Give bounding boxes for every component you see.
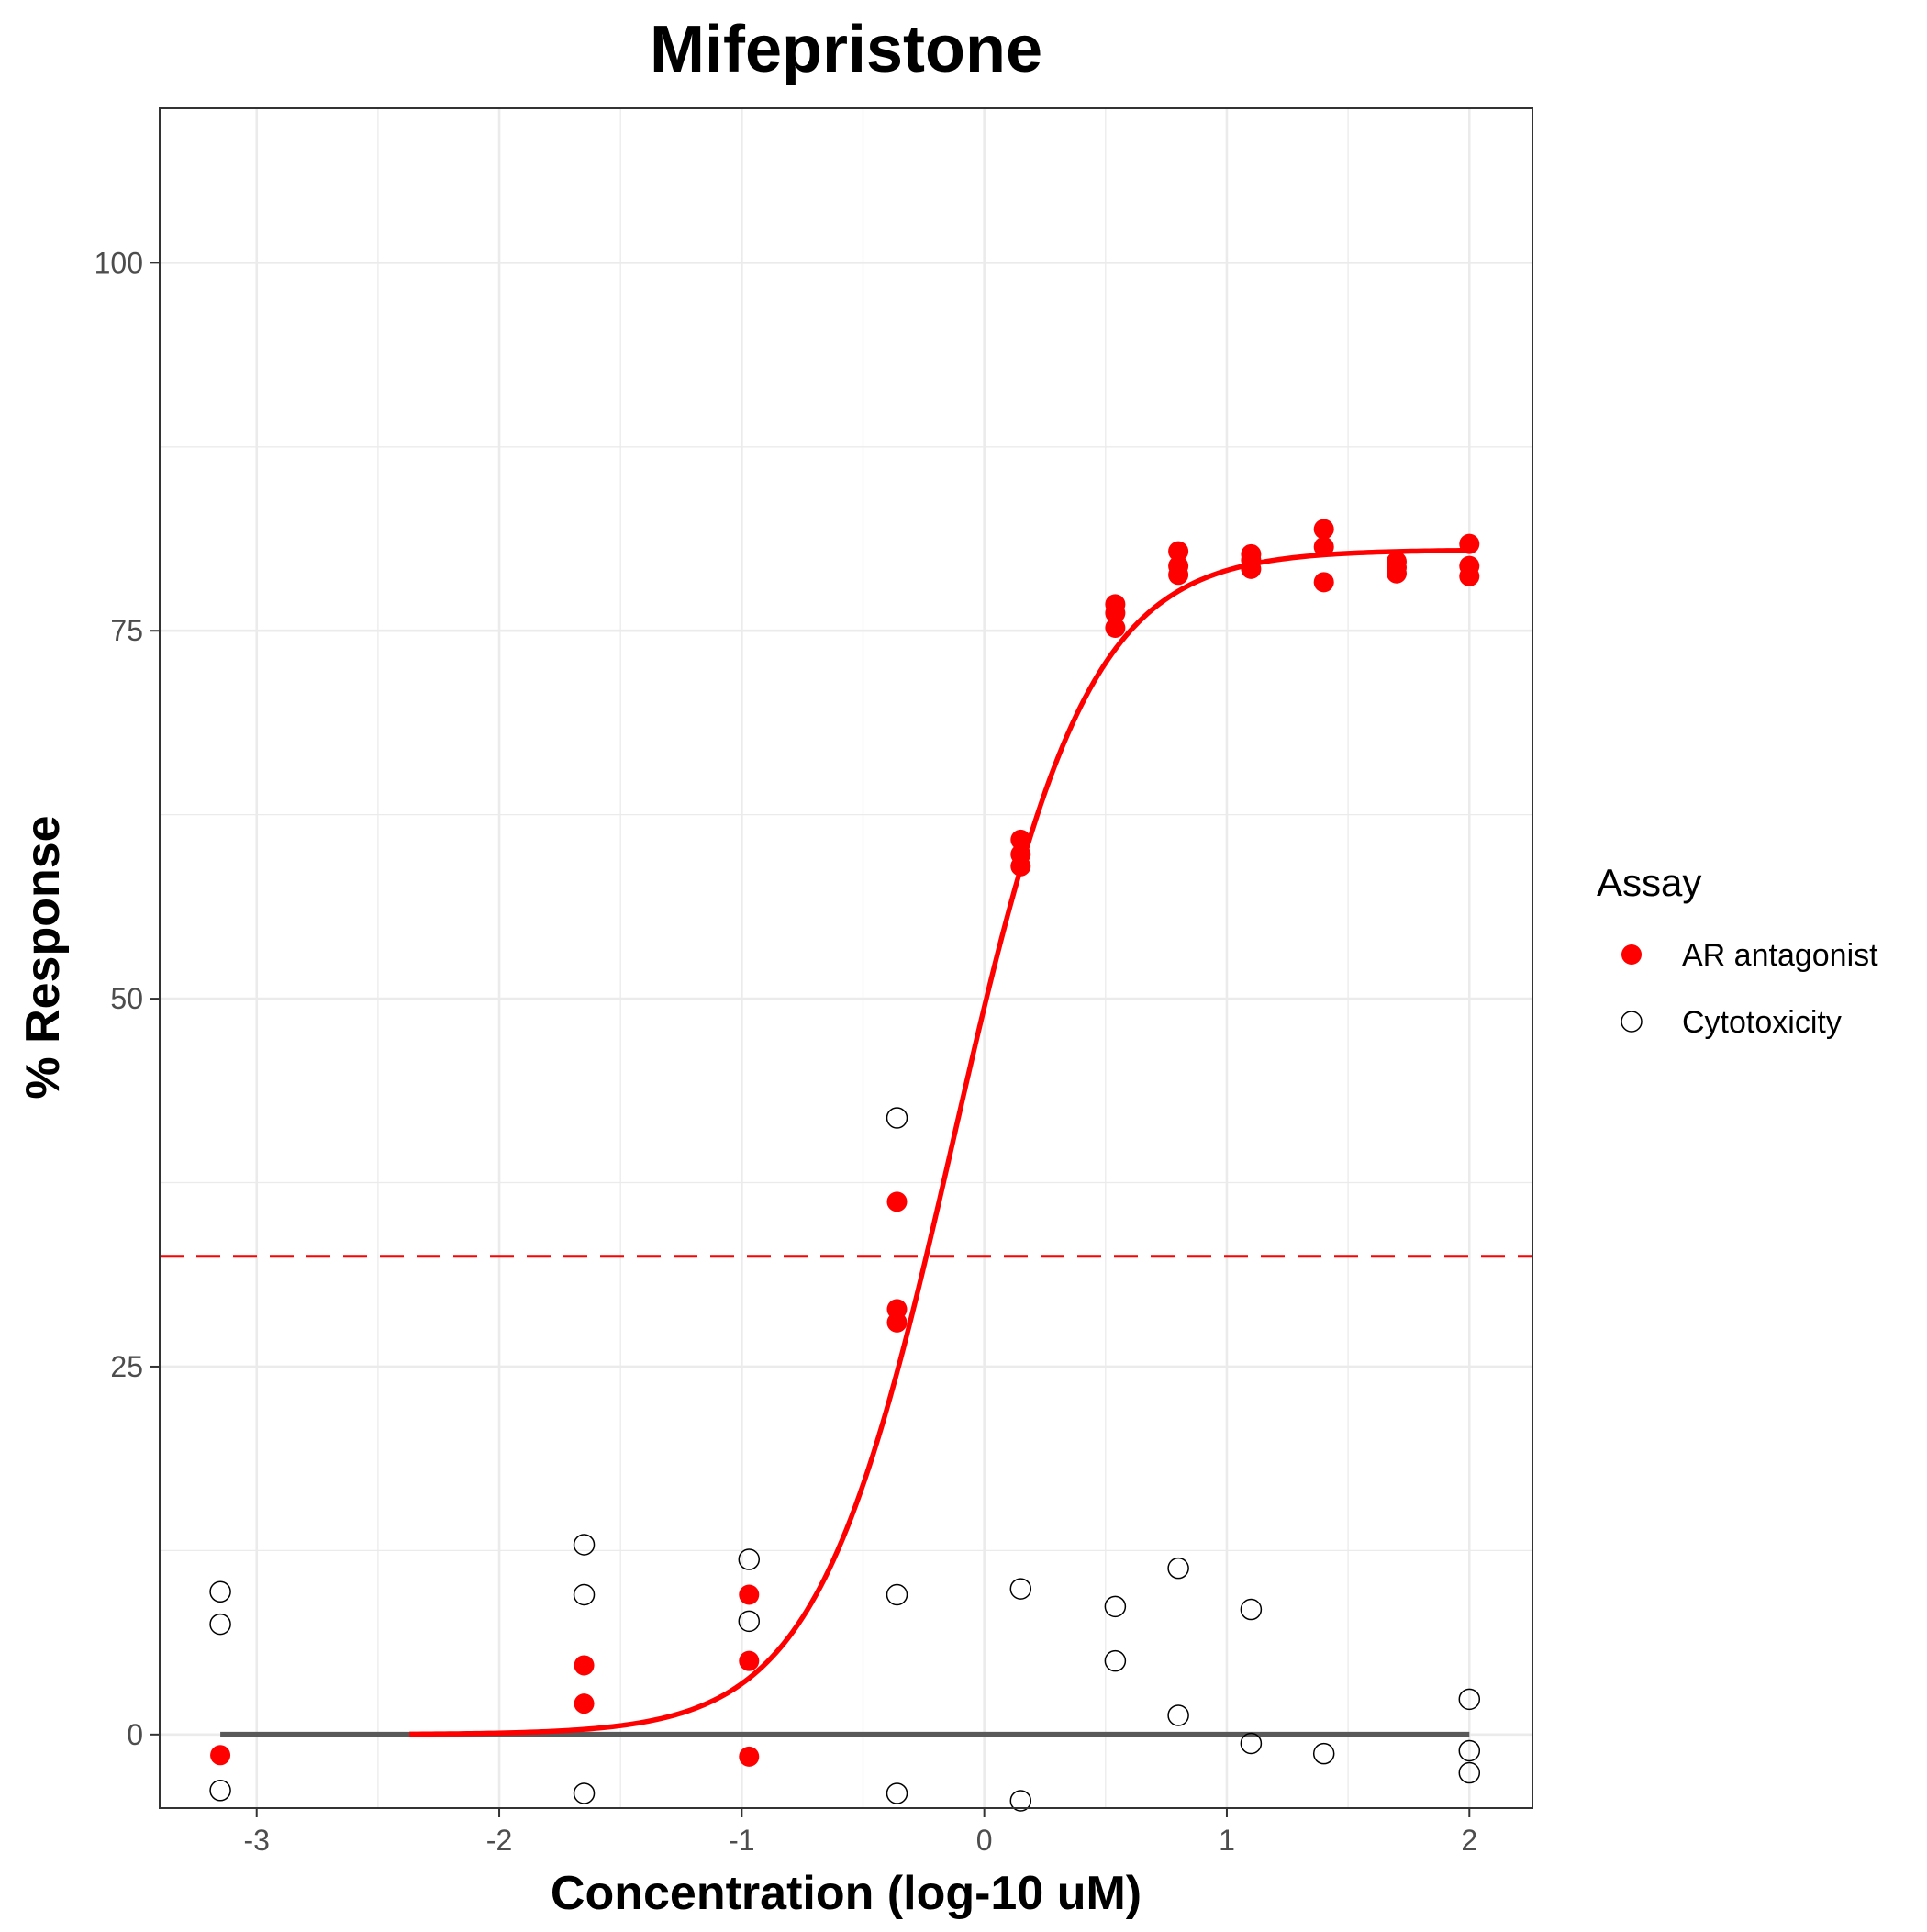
y-tick-label: 100	[95, 246, 143, 279]
ar-antagonist-point	[1313, 572, 1334, 593]
legend: Assay AR antagonist Cytotoxicity	[1597, 861, 1878, 1040]
grid-minor	[160, 108, 1532, 1808]
cytotoxicity-point	[1458, 1688, 1481, 1711]
ar-antagonist-point	[1168, 555, 1189, 576]
cytotoxicity-point	[1458, 1761, 1481, 1784]
ar-antagonist-point	[886, 1299, 908, 1320]
x-tick-label: 1	[1219, 1824, 1235, 1857]
ar-antagonist-point	[1459, 555, 1480, 576]
legend-label-cytotoxicity: Cytotoxicity	[1682, 1005, 1842, 1040]
cytotoxicity-point	[573, 1782, 596, 1804]
ar-antagonist-point	[574, 1655, 595, 1676]
grid-major	[160, 108, 1532, 1808]
cytotoxicity-point	[886, 1583, 908, 1606]
ar-antagonist-point	[1313, 519, 1334, 540]
plot-background	[160, 108, 1532, 1808]
x-tick-label: -1	[729, 1824, 754, 1857]
fit-curves	[160, 547, 1532, 1737]
x-tick-label: 2	[1461, 1824, 1477, 1857]
cytotoxicity-point	[209, 1613, 231, 1636]
x-axis-title: Concentration (log-10 uM)	[551, 1867, 1142, 1920]
ar-antagonist-point	[1105, 618, 1126, 639]
ar-antagonist-point	[574, 1693, 595, 1714]
plot-border	[159, 107, 1533, 1809]
cytotoxicity-point	[886, 1107, 908, 1129]
cytotoxicity-point	[886, 1782, 908, 1804]
chart-title: Mifepristone	[650, 13, 1042, 86]
ar-antagonist-point	[1010, 829, 1031, 850]
y-tick-label: 0	[127, 1718, 143, 1751]
legend-key-cytotoxicity	[1621, 1011, 1643, 1033]
cytotoxicity-point	[1167, 1557, 1189, 1580]
x-tick-label: 0	[976, 1824, 993, 1857]
cytotoxicity-point	[738, 1610, 761, 1633]
ar-antagonist-point	[1386, 551, 1407, 572]
cytotoxicity-point	[1458, 1739, 1481, 1762]
x-axis: -3 -2 -1 0 1 2	[243, 1808, 1477, 1857]
legend-title: Assay	[1597, 861, 1701, 904]
y-tick-label: 50	[110, 982, 143, 1015]
y-tick-label: 25	[110, 1350, 143, 1383]
ar-antagonist-point	[1313, 536, 1334, 557]
cytotoxicity-point	[209, 1580, 231, 1603]
cytotoxicity-point	[209, 1780, 231, 1802]
ar-antagonist-point	[210, 1745, 231, 1766]
ar-antagonist-points	[210, 519, 1480, 1767]
cytotoxicity-point	[573, 1583, 596, 1606]
y-tick-label: 75	[110, 614, 143, 647]
cytotoxicity-point	[1104, 1649, 1127, 1672]
x-tick-label: -2	[486, 1824, 512, 1857]
ar-antagonist-point	[1105, 594, 1126, 615]
ar-antagonist-point	[739, 1650, 760, 1671]
cytotoxicity-point	[1240, 1732, 1263, 1755]
legend-label-ar-antagonist: AR antagonist	[1682, 938, 1878, 973]
ar-antagonist-point	[1168, 541, 1189, 562]
y-axis-title: % Response	[17, 815, 70, 1099]
cytotoxicity-point	[573, 1534, 596, 1556]
ar-antagonist-point	[1241, 543, 1262, 564]
plot-panel	[159, 107, 1533, 1812]
cytotoxicity-point	[1009, 1578, 1032, 1600]
cytotoxicity-point	[1009, 1790, 1032, 1812]
ar-antagonist-fit-curve	[409, 547, 1470, 1737]
cytotoxicity-point	[1104, 1595, 1127, 1618]
cytotoxicity-point	[1312, 1742, 1335, 1765]
legend-key-ar-antagonist	[1621, 944, 1642, 965]
ar-antagonist-point	[1010, 843, 1031, 865]
cytotoxicity-points	[209, 1107, 1481, 1812]
ar-antagonist-point	[886, 1191, 908, 1212]
ar-antagonist-point	[739, 1584, 760, 1605]
x-tick-label: -3	[243, 1824, 269, 1857]
ar-antagonist-point	[739, 1746, 760, 1767]
cytotoxicity-point	[738, 1548, 761, 1570]
y-axis: 0 25 50 75 100	[95, 246, 160, 1751]
ar-antagonist-point	[1459, 533, 1480, 554]
cytotoxicity-point	[1167, 1704, 1189, 1726]
cytotoxicity-point	[1240, 1598, 1263, 1621]
